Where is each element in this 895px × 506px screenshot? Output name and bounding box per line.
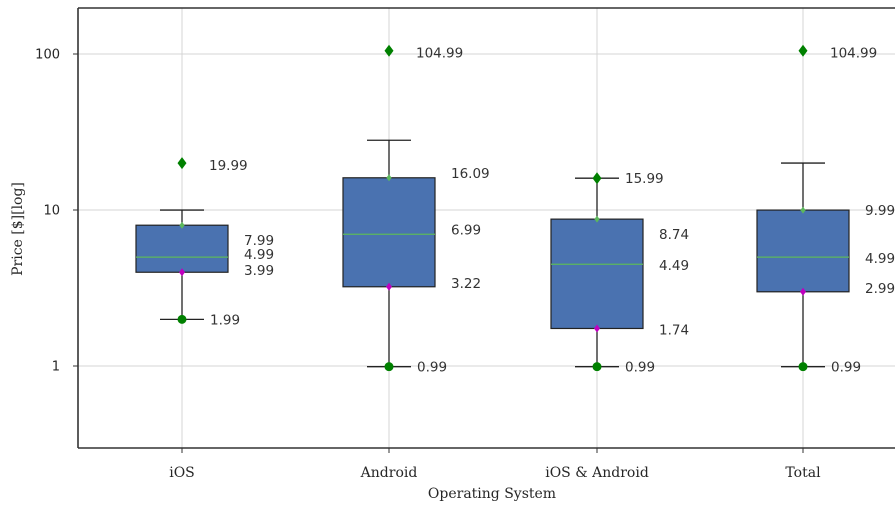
data-label: 4.49 <box>659 258 689 274</box>
y-axis-title: Price [$][log] <box>10 182 26 276</box>
data-label: 3.22 <box>451 276 481 292</box>
data-label: 3.99 <box>244 263 274 279</box>
data-label: 8.74 <box>659 227 689 243</box>
data-label: 19.99 <box>209 158 248 174</box>
data-label: 0.99 <box>831 360 861 376</box>
x-axis-title: Operating System <box>428 486 556 502</box>
data-label: 1.74 <box>659 322 689 338</box>
box-iqr <box>756 209 850 293</box>
data-label: 0.99 <box>417 360 447 376</box>
box-group <box>756 44 850 372</box>
q3-marker <box>179 221 185 229</box>
min-marker <box>592 362 602 372</box>
data-label: 6.99 <box>451 222 481 238</box>
data-label: 4.99 <box>244 247 274 263</box>
min-marker <box>798 362 808 372</box>
box-iqr <box>550 218 644 330</box>
box-iqr <box>342 177 436 288</box>
data-label: 9.99 <box>865 203 895 219</box>
x-tick-label: iOS <box>169 465 195 481</box>
y-tick-label: 100 <box>35 48 60 63</box>
data-label: 104.99 <box>830 46 877 62</box>
data-label: 2.99 <box>865 281 895 297</box>
data-label: 104.99 <box>416 46 463 62</box>
data-label: 16.09 <box>451 166 490 182</box>
q3-marker <box>800 206 806 214</box>
outlier-marker <box>384 44 394 57</box>
box-iqr <box>135 224 229 273</box>
q3-marker <box>594 215 600 223</box>
q1-marker <box>800 287 806 296</box>
x-tick-label: Total <box>785 465 821 481</box>
q3-marker <box>386 174 392 182</box>
y-tick-label: 10 <box>43 204 60 219</box>
min-marker <box>177 314 187 324</box>
y-tick-label: 1 <box>52 360 60 375</box>
box-group <box>550 172 644 372</box>
data-label: 15.99 <box>625 171 664 187</box>
data-label: 4.99 <box>865 251 895 267</box>
axes-layer: 1 10 100 iOS Android iOS & Android Total <box>35 7 895 481</box>
data-label: 7.99 <box>244 233 274 249</box>
box-group <box>135 157 229 324</box>
q1-marker <box>179 268 185 277</box>
min-marker <box>384 362 394 372</box>
max-marker <box>592 172 602 185</box>
x-tick-label: Android <box>360 465 418 481</box>
q1-marker <box>386 282 392 291</box>
boxes-layer <box>135 44 850 372</box>
outlier-marker <box>177 157 187 170</box>
outlier-marker <box>798 44 808 57</box>
x-tick-label: iOS & Android <box>545 465 649 481</box>
q1-marker <box>594 324 600 333</box>
data-label: 0.99 <box>625 360 655 376</box>
labels-layer: 19.997.994.993.991.99104.9916.096.993.22… <box>209 46 895 376</box>
box-group <box>342 44 436 372</box>
data-label: 1.99 <box>210 312 240 328</box>
